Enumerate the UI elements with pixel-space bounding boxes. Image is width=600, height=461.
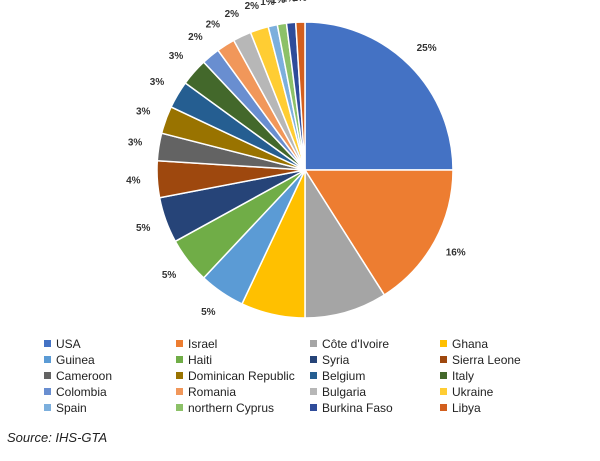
legend-swatch: [310, 372, 317, 379]
legend-swatch: [310, 388, 317, 395]
legend-label: Haiti: [188, 352, 213, 367]
data-label-spain: 1%: [260, 0, 275, 8]
legend-label: Burkina Faso: [322, 400, 393, 415]
legend-label: Belgium: [322, 368, 366, 383]
legend-label: Bulgaria: [322, 384, 367, 399]
data-label-ukraine: 2%: [245, 1, 260, 12]
data-label-israel: 16%: [446, 248, 466, 259]
slice-libya: [294, 21, 306, 171]
legend-swatch: [176, 356, 183, 363]
data-label-romania: 2%: [206, 19, 221, 30]
legend-item-dominican-republic: Dominican Republic: [176, 368, 310, 383]
data-label-dominican-republic: 3%: [136, 106, 151, 117]
legend-label: Libya: [452, 400, 481, 415]
legend-item-bulgaria: Bulgaria: [310, 384, 440, 399]
legend-label: Syria: [322, 352, 350, 367]
data-label-burkina-faso: 1%: [282, 0, 297, 4]
legend-label: Italy: [452, 368, 475, 383]
legend-item-usa: USA: [44, 336, 176, 351]
legend-swatch: [310, 404, 317, 411]
data-label-guinea: 5%: [201, 307, 216, 318]
legend-swatch: [440, 404, 447, 411]
pie-chart: 25%16%9%7%5%5%5%4%3%3%3%3%2%2%2%2%1%1%1%…: [126, 0, 466, 330]
legend-swatch: [44, 356, 51, 363]
legend-swatch: [44, 372, 51, 379]
legend-label: Spain: [56, 400, 87, 415]
legend-item-c-te-d-ivoire: Côte d'Ivoire: [310, 336, 440, 351]
legend-item-ghana: Ghana: [440, 336, 570, 351]
legend-label: Colombia: [56, 384, 107, 399]
data-label-usa: 25%: [417, 43, 437, 54]
slice-israel: [303, 169, 454, 296]
data-label-belgium: 3%: [150, 77, 165, 88]
pie-labels: 25%16%9%7%5%5%5%4%3%3%3%3%2%2%2%2%1%1%1%…: [126, 0, 466, 330]
legend-label: Guinea: [56, 352, 95, 367]
legend-swatch: [440, 372, 447, 379]
legend-item-syria: Syria: [310, 352, 440, 367]
legend-swatch: [176, 404, 183, 411]
legend-item-romania: Romania: [176, 384, 310, 399]
legend-swatch: [44, 388, 51, 395]
legend-swatch: [44, 404, 51, 411]
legend-item-sierra-leone: Sierra Leone: [440, 352, 570, 367]
data-label-bulgaria: 2%: [225, 9, 240, 20]
legend-swatch: [440, 340, 447, 347]
legend-item-guinea: Guinea: [44, 352, 176, 367]
data-label-cameroon: 3%: [128, 138, 143, 149]
legend-label: Cameroon: [56, 368, 113, 383]
legend-item-belgium: Belgium: [310, 368, 440, 383]
legend-swatch: [176, 372, 183, 379]
legend-swatch: [440, 388, 447, 395]
data-label-northern-cyprus: 1%: [271, 0, 286, 6]
legend-item-spain: Spain: [44, 400, 176, 415]
legend-item-haiti: Haiti: [176, 352, 310, 367]
data-label-colombia: 2%: [188, 32, 203, 43]
legend-label: Ghana: [452, 336, 489, 351]
pie-slices: [156, 21, 454, 319]
legend-label: northern Cyprus: [188, 400, 275, 415]
data-label-syria: 5%: [136, 223, 151, 234]
legend-swatch: [176, 340, 183, 347]
legend-item-ukraine: Ukraine: [440, 384, 570, 399]
legend-swatch: [310, 340, 317, 347]
data-label-italy: 3%: [169, 51, 184, 62]
legend-label: Ukraine: [452, 384, 494, 399]
legend-label: USA: [56, 336, 81, 351]
legend-swatch: [176, 388, 183, 395]
legend-item-cameroon: Cameroon: [44, 368, 176, 383]
legend-item-libya: Libya: [440, 400, 570, 415]
slice-usa: [304, 21, 454, 171]
legend-label: Dominican Republic: [188, 368, 295, 383]
legend-swatch: [310, 356, 317, 363]
data-label-haiti: 5%: [162, 270, 177, 281]
data-label-libya: 1%: [292, 0, 307, 4]
legend-item-burkina-faso: Burkina Faso: [310, 400, 440, 415]
slice-c-te-d-ivoire: [304, 167, 386, 319]
legend-item-colombia: Colombia: [44, 384, 176, 399]
legend-item-northern-cyprus: northern Cyprus: [176, 400, 310, 415]
legend-label: Romania: [188, 384, 237, 399]
legend-swatch: [440, 356, 447, 363]
legend-label: Sierra Leone: [452, 352, 521, 367]
legend-item-israel: Israel: [176, 336, 310, 351]
source-note: Source: IHS-GTA: [7, 430, 108, 445]
legend-swatch: [44, 340, 51, 347]
legend-item-italy: Italy: [440, 368, 570, 383]
legend-label: Côte d'Ivoire: [322, 336, 389, 351]
legend-label: Israel: [188, 336, 218, 351]
legend: USA Israel Côte d'Ivoire Ghana Guinea Haiti Sy…: [44, 336, 584, 415]
data-label-sierra-leone: 4%: [126, 175, 141, 186]
